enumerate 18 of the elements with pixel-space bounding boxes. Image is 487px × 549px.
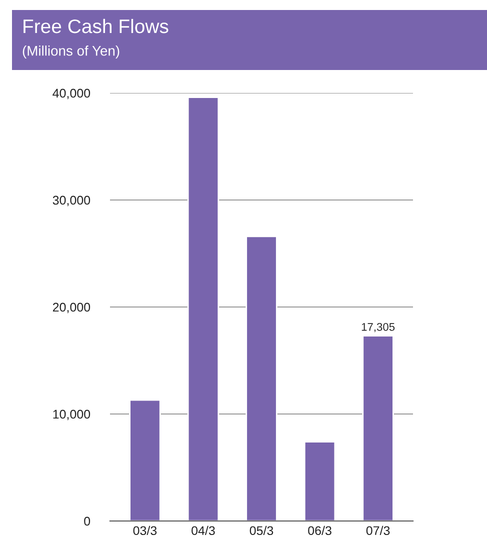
y-tick-label: 30,000 <box>52 196 90 206</box>
bar <box>304 441 336 521</box>
data-label: 17,305 <box>362 322 395 332</box>
chart-title: Free Cash Flows <box>24 18 168 34</box>
x-tick-label: 07/3 <box>366 526 390 536</box>
y-tick-label: 10,000 <box>53 410 90 420</box>
chart-subtitle: (Millions of Yen) <box>22 46 120 58</box>
x-tick-label: 03/3 <box>133 526 157 536</box>
y-tick-label: 0 <box>84 516 90 526</box>
bar <box>187 96 220 521</box>
y-tick-label: 20,000 <box>52 302 90 314</box>
bar <box>246 236 278 521</box>
x-tick-label: 04/3 <box>192 526 215 536</box>
y-tick-label: 40,000 <box>52 88 90 100</box>
bar <box>362 335 394 521</box>
bar <box>129 399 161 521</box>
x-tick-label: 06/3 <box>308 526 332 536</box>
x-tick-label: 05/3 <box>250 526 274 536</box>
